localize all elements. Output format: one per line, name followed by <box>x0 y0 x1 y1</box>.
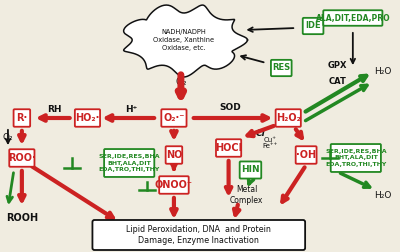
Text: NO: NO <box>166 150 182 160</box>
FancyBboxPatch shape <box>296 146 316 164</box>
FancyBboxPatch shape <box>161 109 186 127</box>
Text: RH: RH <box>48 106 62 114</box>
Text: ALA,DIT,EDA,PRO: ALA,DIT,EDA,PRO <box>316 14 390 22</box>
Text: H₂O: H₂O <box>374 68 391 77</box>
Text: IDE: IDE <box>305 21 321 30</box>
Text: NADH/NADPH
Oxidase, Xanthine
Oxidase, etc.: NADH/NADPH Oxidase, Xanthine Oxidase, et… <box>153 29 214 51</box>
FancyBboxPatch shape <box>14 109 30 127</box>
Text: H₂O: H₂O <box>374 191 391 200</box>
Text: Metal
Complex: Metal Complex <box>230 185 263 205</box>
Text: H₂O₂: H₂O₂ <box>276 113 301 123</box>
Text: ROOH: ROOH <box>6 213 38 223</box>
FancyBboxPatch shape <box>159 176 189 194</box>
Text: R·: R· <box>16 113 28 123</box>
FancyBboxPatch shape <box>9 149 34 167</box>
Text: Lipid Peroxidation, DNA  and Protein
Damage, Enzyme Inactivation: Lipid Peroxidation, DNA and Protein Dama… <box>126 225 271 245</box>
FancyBboxPatch shape <box>92 220 305 250</box>
FancyBboxPatch shape <box>166 146 182 164</box>
Text: ROO·: ROO· <box>8 153 36 163</box>
FancyBboxPatch shape <box>271 60 292 76</box>
Text: RES: RES <box>272 64 290 73</box>
Text: H⁺: H⁺ <box>125 106 137 114</box>
Text: HOCl: HOCl <box>215 143 242 153</box>
FancyBboxPatch shape <box>323 10 382 26</box>
Text: O₂·⁻: O₂·⁻ <box>163 113 185 123</box>
Text: SER,IDE,RES,BHA
BHT,ALA,DIT
EDA,TRO,THI,THY: SER,IDE,RES,BHA BHT,ALA,DIT EDA,TRO,THI,… <box>98 154 160 172</box>
Text: Cu⁺
Fe⁺⁺: Cu⁺ Fe⁺⁺ <box>263 137 278 149</box>
FancyBboxPatch shape <box>303 18 324 34</box>
Text: HIN: HIN <box>241 166 260 174</box>
FancyBboxPatch shape <box>331 144 381 172</box>
FancyBboxPatch shape <box>276 109 301 127</box>
FancyBboxPatch shape <box>75 109 100 127</box>
FancyBboxPatch shape <box>104 149 154 177</box>
Text: SOD: SOD <box>220 104 242 112</box>
Text: ·OH: ·OH <box>296 150 316 160</box>
FancyBboxPatch shape <box>216 139 241 157</box>
Polygon shape <box>124 5 248 77</box>
Text: ONOO⁻: ONOO⁻ <box>155 180 193 190</box>
Text: O₂: O₂ <box>3 134 13 142</box>
Text: HO₂·: HO₂· <box>75 113 100 123</box>
FancyBboxPatch shape <box>240 162 261 178</box>
Text: CAT: CAT <box>329 78 347 86</box>
Text: GPX: GPX <box>327 60 347 70</box>
Text: Cl: Cl <box>256 129 265 138</box>
Text: O₂: O₂ <box>175 77 187 87</box>
Text: SER,IDE,RES,BHA
BHT,ALA,DIT
EDA,TRO,THI,THY: SER,IDE,RES,BHA BHT,ALA,DIT EDA,TRO,THI,… <box>325 149 387 167</box>
